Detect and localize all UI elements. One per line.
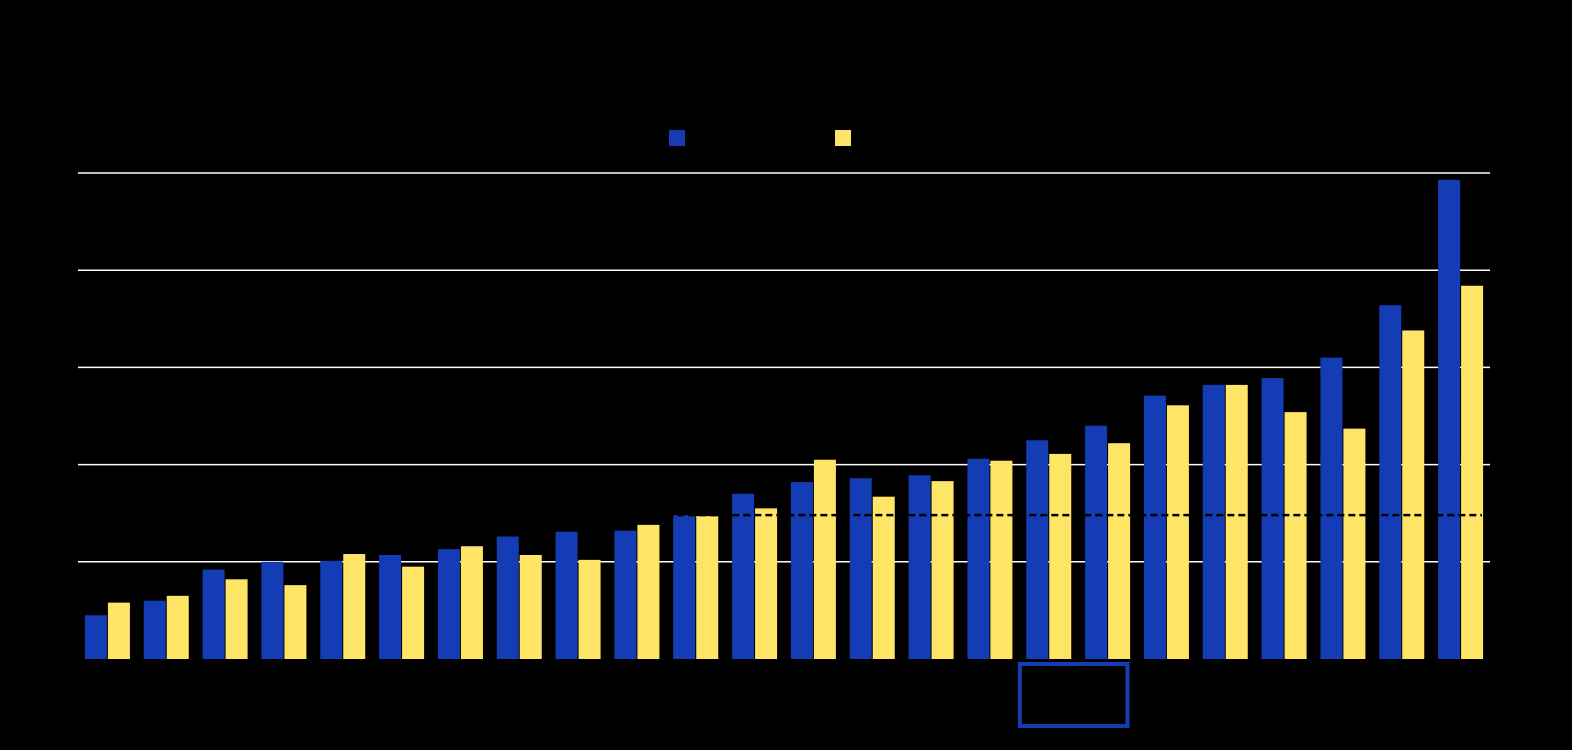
bar <box>84 615 107 659</box>
bar <box>225 579 248 659</box>
bar <box>1225 384 1248 659</box>
bar <box>1143 395 1166 659</box>
highlight-box <box>1017 662 1130 728</box>
bar <box>166 595 189 659</box>
bar <box>1438 179 1461 659</box>
bar <box>1202 384 1225 659</box>
bar <box>813 459 836 659</box>
bar <box>1085 425 1108 659</box>
bar <box>849 478 872 659</box>
bar <box>732 493 755 659</box>
bar <box>261 561 284 659</box>
bar <box>555 531 578 659</box>
bar <box>578 559 601 659</box>
bar <box>931 481 954 659</box>
bar <box>637 524 660 659</box>
bar <box>284 585 307 659</box>
bar <box>496 536 519 659</box>
bar <box>790 482 813 659</box>
bar <box>107 602 130 659</box>
bar <box>755 508 778 659</box>
bar <box>320 560 343 659</box>
bar <box>1049 453 1072 659</box>
bar <box>1108 443 1131 659</box>
bar <box>143 600 166 659</box>
bar <box>460 546 483 659</box>
bar <box>1026 440 1049 659</box>
bar <box>872 496 895 659</box>
bar <box>1343 428 1366 659</box>
bar <box>437 549 460 659</box>
bar <box>696 516 719 659</box>
bar <box>1284 412 1307 659</box>
bar <box>1461 285 1484 659</box>
bar <box>614 530 637 659</box>
bar <box>673 515 696 659</box>
legend-swatch <box>669 130 685 146</box>
bar <box>519 554 542 659</box>
bar <box>1261 378 1284 659</box>
bar <box>402 566 425 659</box>
bar <box>1402 330 1425 659</box>
bar <box>1379 305 1402 659</box>
bar <box>967 458 990 659</box>
bar <box>379 554 402 659</box>
bar <box>343 554 366 659</box>
bar <box>990 460 1013 659</box>
bar <box>1166 405 1189 659</box>
legend-swatch <box>835 130 851 146</box>
bar <box>202 569 225 659</box>
bar <box>908 475 931 659</box>
bar <box>1320 357 1343 659</box>
